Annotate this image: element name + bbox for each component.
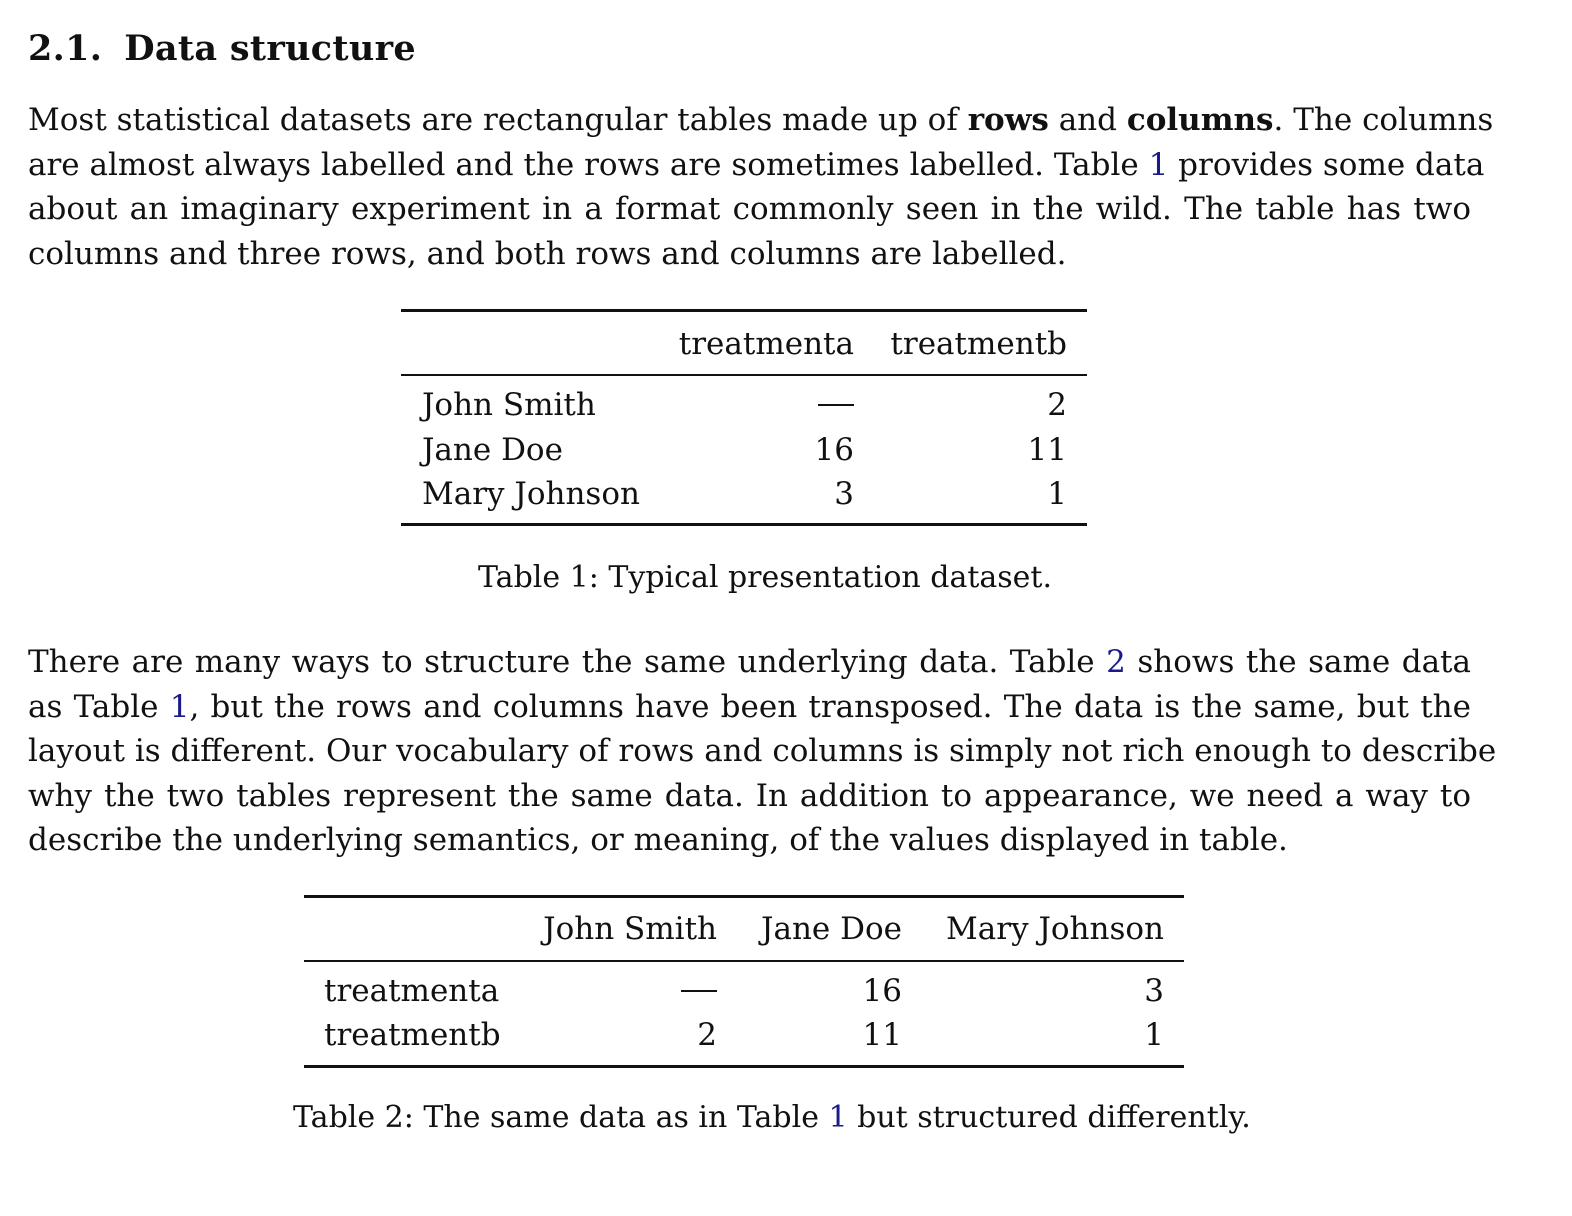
section-title: Data structure [124, 28, 416, 69]
para2-line5: describe the underlying semantics, or me… [28, 822, 1288, 858]
table2-cell-1-2: 16 [862, 973, 902, 1009]
table1-cell-3-1: 3 [834, 476, 854, 512]
table1-row-label-1: John Smith [422, 387, 596, 423]
para2-line4: why the two tables represent the same da… [28, 777, 1471, 814]
para1-line3: about an imaginary experiment in a forma… [28, 191, 1471, 227]
paragraph-2: There are many ways to structure the sam… [28, 640, 1497, 863]
table1-row-label-2: Jane Doe [422, 432, 563, 468]
paragraph-1: Most statistical datasets are rectangula… [28, 98, 1493, 276]
table2-top-rule [304, 895, 1184, 898]
table1-mid-rule [401, 374, 1087, 376]
table1-cell-1-2: 2 [1047, 387, 1067, 423]
table2-mid-rule [304, 960, 1184, 962]
para1-line4: columns and three rows, and both rows an… [28, 235, 1067, 272]
table2-col-header-2: Jane Doe [761, 911, 902, 947]
table-reference-link[interactable]: 1 [1148, 146, 1169, 183]
table1-cell-3-2: 1 [1047, 476, 1067, 512]
text: There are many ways to structure the sam… [28, 644, 1107, 680]
para2-line3: layout is different. Our vocabulary of r… [28, 733, 1497, 769]
table2-row-label-1: treatmenta [324, 973, 500, 1009]
para1-line2: are almost always labelled and the rows … [28, 143, 1484, 188]
table1-top-rule [401, 309, 1087, 312]
bold-rows: rows [967, 102, 1049, 138]
para2-line1: There are many ways to structure the sam… [28, 640, 1471, 685]
table-reference-link[interactable]: 2 [1106, 644, 1126, 680]
em-dash [681, 989, 717, 992]
text: . The columns [1273, 102, 1494, 138]
section-number: 2.1. [28, 28, 103, 69]
text: as Table [28, 688, 170, 725]
text: and [1048, 102, 1127, 138]
table2-cell-2-2: 11 [862, 1017, 902, 1053]
text: but structured differently. [847, 1100, 1251, 1135]
bold-columns: columns [1126, 102, 1274, 138]
section-heading: 2.1. Data structure [28, 28, 416, 69]
table1-cell-2-2: 11 [1027, 432, 1067, 468]
table-reference-link[interactable]: 1 [828, 1100, 848, 1135]
table2-cell-2-1: 2 [697, 1017, 717, 1053]
table1-bottom-rule [401, 523, 1087, 526]
table2-caption: Table 2: The same data as in Table 1 but… [293, 1098, 1251, 1138]
text: , but the rows and columns have been tra… [189, 688, 1471, 725]
table2-bottom-rule [304, 1065, 1184, 1068]
table2-col-header-1: John Smith [543, 911, 717, 947]
table2-row-label-2: treatmentb [324, 1017, 501, 1053]
text: are almost always labelled and the rows … [28, 146, 1149, 183]
text: shows the same data [1125, 644, 1471, 680]
table2-cell-1-1 [520, 969, 717, 1013]
text: provides some data [1168, 146, 1485, 183]
para2-line2: as Table 1, but the rows and columns hav… [28, 685, 1471, 730]
table1-col-header-2: treatmentb [890, 326, 1067, 362]
text: Most statistical datasets are rectangula… [28, 102, 968, 138]
table1-row-label-3: Mary Johnson [422, 476, 640, 512]
table1-cell-1-1 [640, 383, 854, 427]
table2-cell-2-3: 1 [1144, 1017, 1164, 1053]
table1-caption: Table 1: Typical presentation dataset. [478, 560, 1053, 595]
text: Table 2: The same data as in Table [293, 1100, 829, 1135]
table-reference-link[interactable]: 1 [169, 688, 190, 725]
table2-col-header-3: Mary Johnson [946, 911, 1164, 947]
table1-cell-2-1: 16 [814, 432, 854, 468]
table2-cell-1-3: 3 [1144, 973, 1164, 1009]
para1-line1: Most statistical datasets are rectangula… [28, 98, 1493, 143]
em-dash [818, 403, 854, 406]
table1-col-header-1: treatmenta [678, 326, 854, 362]
